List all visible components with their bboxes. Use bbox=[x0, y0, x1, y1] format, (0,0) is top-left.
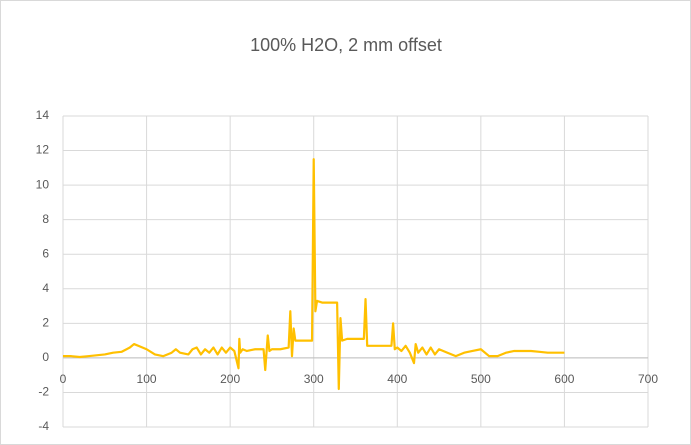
y-tick-label: 14 bbox=[36, 108, 50, 122]
y-tick-label: -4 bbox=[38, 419, 49, 433]
y-tick-label: 2 bbox=[42, 316, 49, 330]
x-tick-label: 700 bbox=[638, 372, 658, 386]
data-line bbox=[63, 158, 565, 391]
x-tick-label: 100 bbox=[137, 372, 157, 386]
y-tick-label: 12 bbox=[36, 143, 50, 157]
y-tick-label: 10 bbox=[36, 177, 50, 191]
x-tick-label: 300 bbox=[304, 372, 324, 386]
x-tick-label: 200 bbox=[220, 372, 240, 386]
y-tick-label: 8 bbox=[42, 212, 49, 226]
x-tick-label: 600 bbox=[554, 372, 574, 386]
y-tick-label: -2 bbox=[38, 385, 49, 399]
x-tick-label: 0 bbox=[60, 372, 67, 386]
y-tick-label: 6 bbox=[42, 246, 49, 260]
x-tick-label: 500 bbox=[471, 372, 491, 386]
y-tick-label: 4 bbox=[42, 281, 49, 295]
chart-title: 100% H2O, 2 mm offset bbox=[250, 35, 442, 55]
y-tick-label: 0 bbox=[42, 350, 49, 364]
x-tick-label: 400 bbox=[387, 372, 407, 386]
